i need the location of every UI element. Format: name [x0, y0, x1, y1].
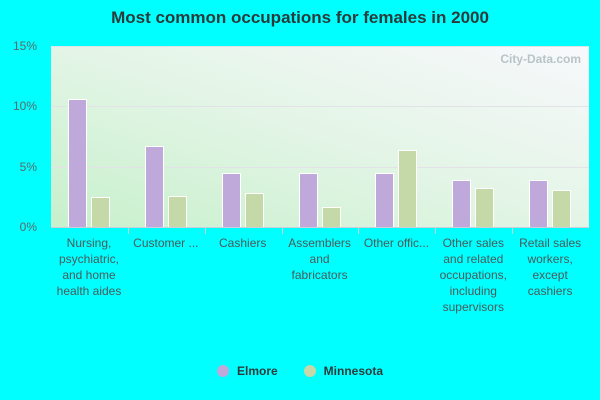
y-tick-15: 15%	[12, 39, 37, 53]
gridline-15	[51, 46, 589, 47]
x-tick-label: Other offic...	[363, 236, 429, 250]
y-tick-0: 0%	[19, 220, 37, 234]
y-tick-10: 10%	[12, 99, 37, 113]
bar-minnesota[interactable]	[167, 195, 187, 227]
x-tick-mark	[281, 227, 283, 234]
y-tick-5: 5%	[19, 160, 37, 174]
x-tick-mark	[358, 227, 360, 234]
x-tick-label: Customer ...	[133, 236, 199, 250]
x-tick-mark	[127, 227, 129, 234]
legend-item-elmore[interactable]: Elmore	[216, 364, 278, 378]
bar-elmore[interactable]	[144, 146, 164, 227]
legend: Elmore Minnesota	[0, 364, 600, 378]
watermark: City-Data.com	[500, 52, 581, 66]
x-tick-label: Assemblers and fabricators	[288, 236, 351, 282]
x-tick-label: Other sales and related occupations, inc…	[439, 236, 507, 314]
legend-item-minnesota[interactable]: Minnesota	[303, 364, 384, 378]
bar-elmore[interactable]	[452, 179, 472, 227]
x-axis	[51, 227, 589, 228]
x-tick-label: Cashiers	[219, 236, 267, 250]
bar-minnesota[interactable]	[91, 196, 110, 227]
gridline-5	[51, 167, 589, 168]
legend-label: Minnesota	[323, 364, 384, 378]
bar-elmore[interactable]	[298, 172, 318, 227]
x-tick-mark	[204, 227, 206, 234]
bar-elmore[interactable]	[68, 99, 87, 227]
bar-elmore[interactable]	[529, 179, 549, 227]
bar-minnesota[interactable]	[475, 188, 495, 227]
bar-elmore[interactable]	[221, 172, 241, 227]
plot-area: City-Data.com	[51, 46, 589, 227]
legend-label: Elmore	[236, 364, 278, 378]
bar-minnesota[interactable]	[321, 206, 341, 227]
bar-elmore[interactable]	[375, 172, 395, 227]
x-tick-label: Nursing, psychiatric, and home health ai…	[56, 236, 122, 298]
x-tick-mark	[435, 227, 437, 234]
x-tick-mark	[512, 227, 514, 234]
legend-swatch-minnesota	[303, 365, 316, 377]
bar-minnesota[interactable]	[552, 189, 572, 227]
bar-minnesota[interactable]	[398, 149, 418, 227]
chart-title: Most common occupations for females in 2…	[111, 8, 489, 27]
gridline-10	[51, 106, 589, 107]
x-tick-label: Retail sales workers, except cashiers	[519, 236, 582, 298]
bar-minnesota[interactable]	[244, 193, 264, 227]
legend-swatch-elmore	[216, 365, 229, 377]
